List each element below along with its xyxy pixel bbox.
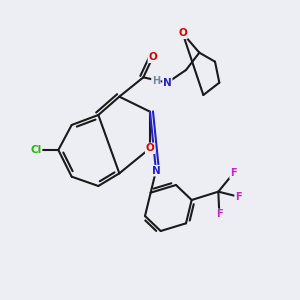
Text: H: H: [152, 76, 160, 86]
Text: F: F: [230, 168, 237, 178]
Text: Cl: Cl: [30, 145, 42, 155]
Text: O: O: [178, 28, 187, 38]
Text: O: O: [148, 52, 157, 62]
Text: O: O: [146, 143, 154, 153]
Text: F: F: [216, 209, 223, 219]
Text: N: N: [152, 166, 160, 176]
Text: F: F: [235, 192, 242, 202]
Text: N: N: [163, 78, 172, 88]
